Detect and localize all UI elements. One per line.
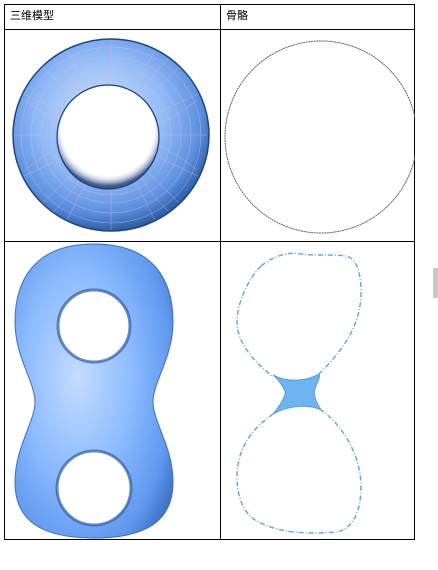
- double-torus-skeleton-cell: [221, 242, 415, 540]
- upper-hole: [56, 288, 132, 364]
- double-torus-model-cell: [5, 242, 220, 540]
- skeleton-junction: [272, 373, 323, 415]
- torus-skeleton-cell: [221, 30, 415, 241]
- torus-model-cell: [5, 30, 220, 241]
- lower-hole: [55, 449, 133, 527]
- row-divider: [5, 241, 414, 242]
- scrollbar-handle[interactable]: [433, 268, 438, 298]
- circle-skeleton-image: [224, 40, 415, 234]
- header-skeleton: 骨骼: [226, 9, 248, 22]
- header-3d-model: 三维模型: [10, 9, 54, 22]
- double-torus-skeleton-image: [236, 252, 362, 534]
- double-torus-model-image: [14, 243, 174, 539]
- torus-model-image: [12, 38, 210, 232]
- header-divider: [5, 29, 414, 30]
- column-divider: [220, 5, 221, 539]
- torus-hole: [57, 85, 159, 189]
- model-table: 三维模型 骨骼: [4, 4, 415, 540]
- double-torus-surface: [14, 243, 174, 539]
